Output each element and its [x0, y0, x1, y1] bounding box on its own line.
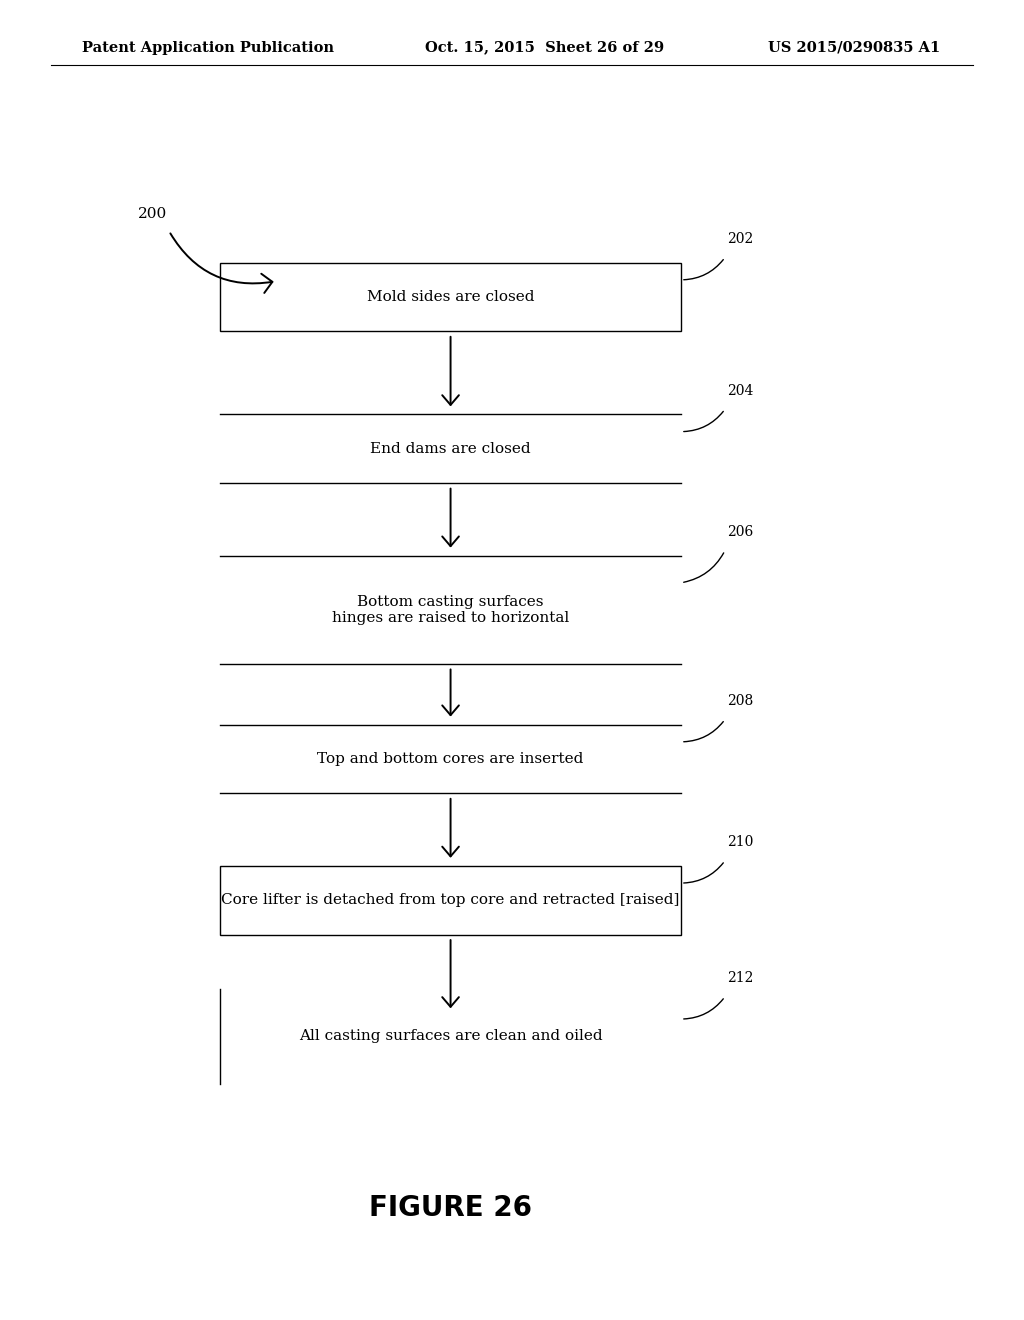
Text: 200: 200	[138, 207, 168, 220]
FancyArrowPatch shape	[442, 799, 459, 857]
Text: 204: 204	[727, 384, 754, 397]
FancyArrowPatch shape	[684, 553, 724, 582]
FancyArrowPatch shape	[684, 999, 723, 1019]
FancyArrowPatch shape	[684, 412, 723, 432]
Text: 212: 212	[727, 972, 754, 985]
Text: US 2015/0290835 A1: US 2015/0290835 A1	[768, 41, 940, 54]
Text: 208: 208	[727, 694, 754, 708]
FancyArrowPatch shape	[684, 722, 723, 742]
Text: All casting surfaces are clean and oiled: All casting surfaces are clean and oiled	[299, 1030, 602, 1043]
FancyArrowPatch shape	[442, 337, 459, 405]
Text: Bottom casting surfaces
hinges are raised to horizontal: Bottom casting surfaces hinges are raise…	[332, 595, 569, 624]
FancyArrowPatch shape	[170, 234, 272, 293]
FancyArrowPatch shape	[442, 940, 459, 1007]
FancyArrowPatch shape	[684, 863, 723, 883]
Text: 206: 206	[727, 525, 754, 539]
FancyArrowPatch shape	[442, 488, 459, 546]
Text: Mold sides are closed: Mold sides are closed	[367, 290, 535, 304]
FancyArrowPatch shape	[684, 260, 723, 280]
Text: Oct. 15, 2015  Sheet 26 of 29: Oct. 15, 2015 Sheet 26 of 29	[425, 41, 665, 54]
Bar	[220, 866, 681, 935]
Text: Top and bottom cores are inserted: Top and bottom cores are inserted	[317, 752, 584, 766]
Text: Patent Application Publication: Patent Application Publication	[82, 41, 334, 54]
Text: 202: 202	[727, 232, 754, 246]
Text: Core lifter is detached from top core and retracted [raised]: Core lifter is detached from top core an…	[221, 894, 680, 907]
Bar	[220, 263, 681, 331]
Text: 210: 210	[727, 836, 754, 849]
Text: FIGURE 26: FIGURE 26	[369, 1193, 532, 1222]
FancyArrowPatch shape	[442, 669, 459, 715]
Text: End dams are closed: End dams are closed	[371, 442, 530, 455]
